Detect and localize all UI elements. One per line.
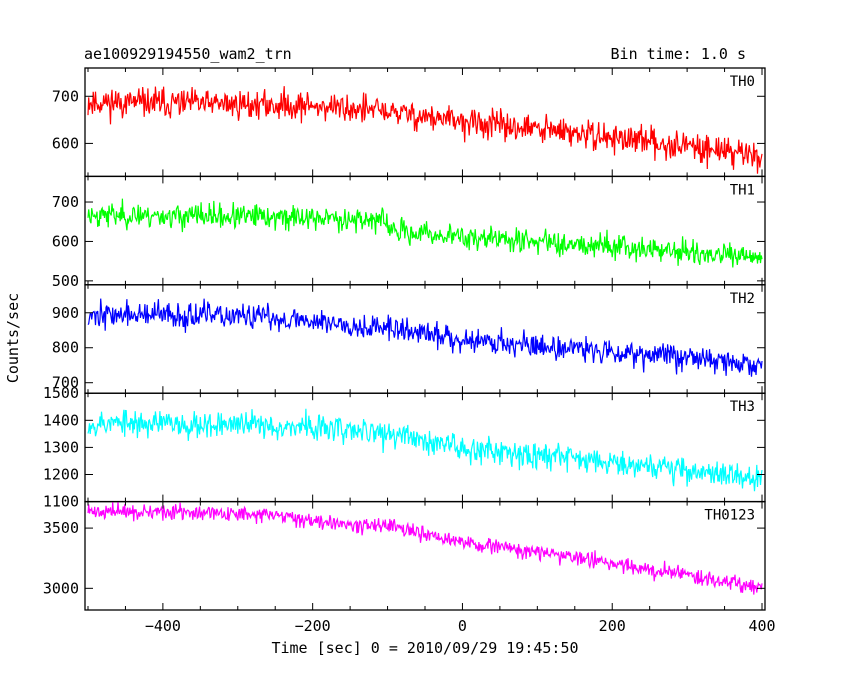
panels: 600 700 TH0 500 600 700 TH1 700 800 900 TH2 1100 120…	[43, 67, 766, 611]
series-line-th2	[87, 298, 763, 377]
x-tick-label: 400	[748, 617, 775, 635]
y-tick-label: 700	[52, 87, 79, 105]
y-tick-label: 1300	[43, 438, 79, 456]
series-line-th0	[87, 86, 763, 174]
panel-frame	[84, 392, 766, 503]
x-tick-label: 200	[599, 617, 626, 635]
panel-th3: 1100 1200 1300 1400 1500 TH3	[43, 384, 766, 511]
chart-title: ae100929194550_wam2_trn	[84, 45, 292, 63]
panel-frame	[84, 284, 766, 394]
panel-frame	[84, 67, 766, 178]
x-tick-label: −400	[145, 617, 181, 635]
panel-label-th1: TH1	[730, 182, 755, 198]
y-axis-label: Counts/sec	[4, 293, 22, 383]
y-tick-label: 1500	[43, 384, 79, 402]
y-tick-label: 1400	[43, 411, 79, 429]
panel-th1: 500 600 700 TH1	[52, 175, 766, 290]
y-tick-label: 600	[52, 232, 79, 250]
y-tick-label: 900	[52, 304, 79, 322]
y-tick-label: 3500	[43, 519, 79, 537]
y-tick-label: 800	[52, 339, 79, 357]
x-tick-label: −200	[295, 617, 331, 635]
y-tick-label: 3000	[43, 579, 79, 597]
y-tick-label: 1200	[43, 466, 79, 484]
series-line-th0123	[87, 501, 763, 595]
panel-th0123: 3000 3500 TH0123	[43, 500, 766, 611]
series-line-th3	[87, 408, 763, 492]
x-axis-label: Time [sec] 0 = 2010/09/29 19:45:50	[271, 639, 578, 657]
y-tick-label: 1100	[43, 493, 79, 511]
bin-time-label: Bin time: 1.0 s	[611, 45, 746, 63]
y-tick-label: 500	[52, 272, 79, 290]
panel-label-th0123: TH0123	[704, 508, 755, 524]
x-tick-label: 0	[458, 617, 467, 635]
panel-label-th2: TH2	[730, 291, 755, 307]
series-line-th1	[87, 198, 763, 268]
x-axis: −400 −200 0 200 400	[145, 617, 776, 635]
panel-label-th0: TH0	[730, 74, 755, 90]
panel-th2: 700 800 900 TH2	[52, 284, 766, 394]
y-tick-label: 700	[52, 374, 79, 392]
panel-frame	[84, 500, 766, 611]
y-tick-label: 600	[52, 134, 79, 152]
panel-label-th3: TH3	[730, 399, 755, 415]
panel-th0: 600 700 TH0	[52, 67, 766, 178]
y-tick-label: 700	[52, 193, 79, 211]
